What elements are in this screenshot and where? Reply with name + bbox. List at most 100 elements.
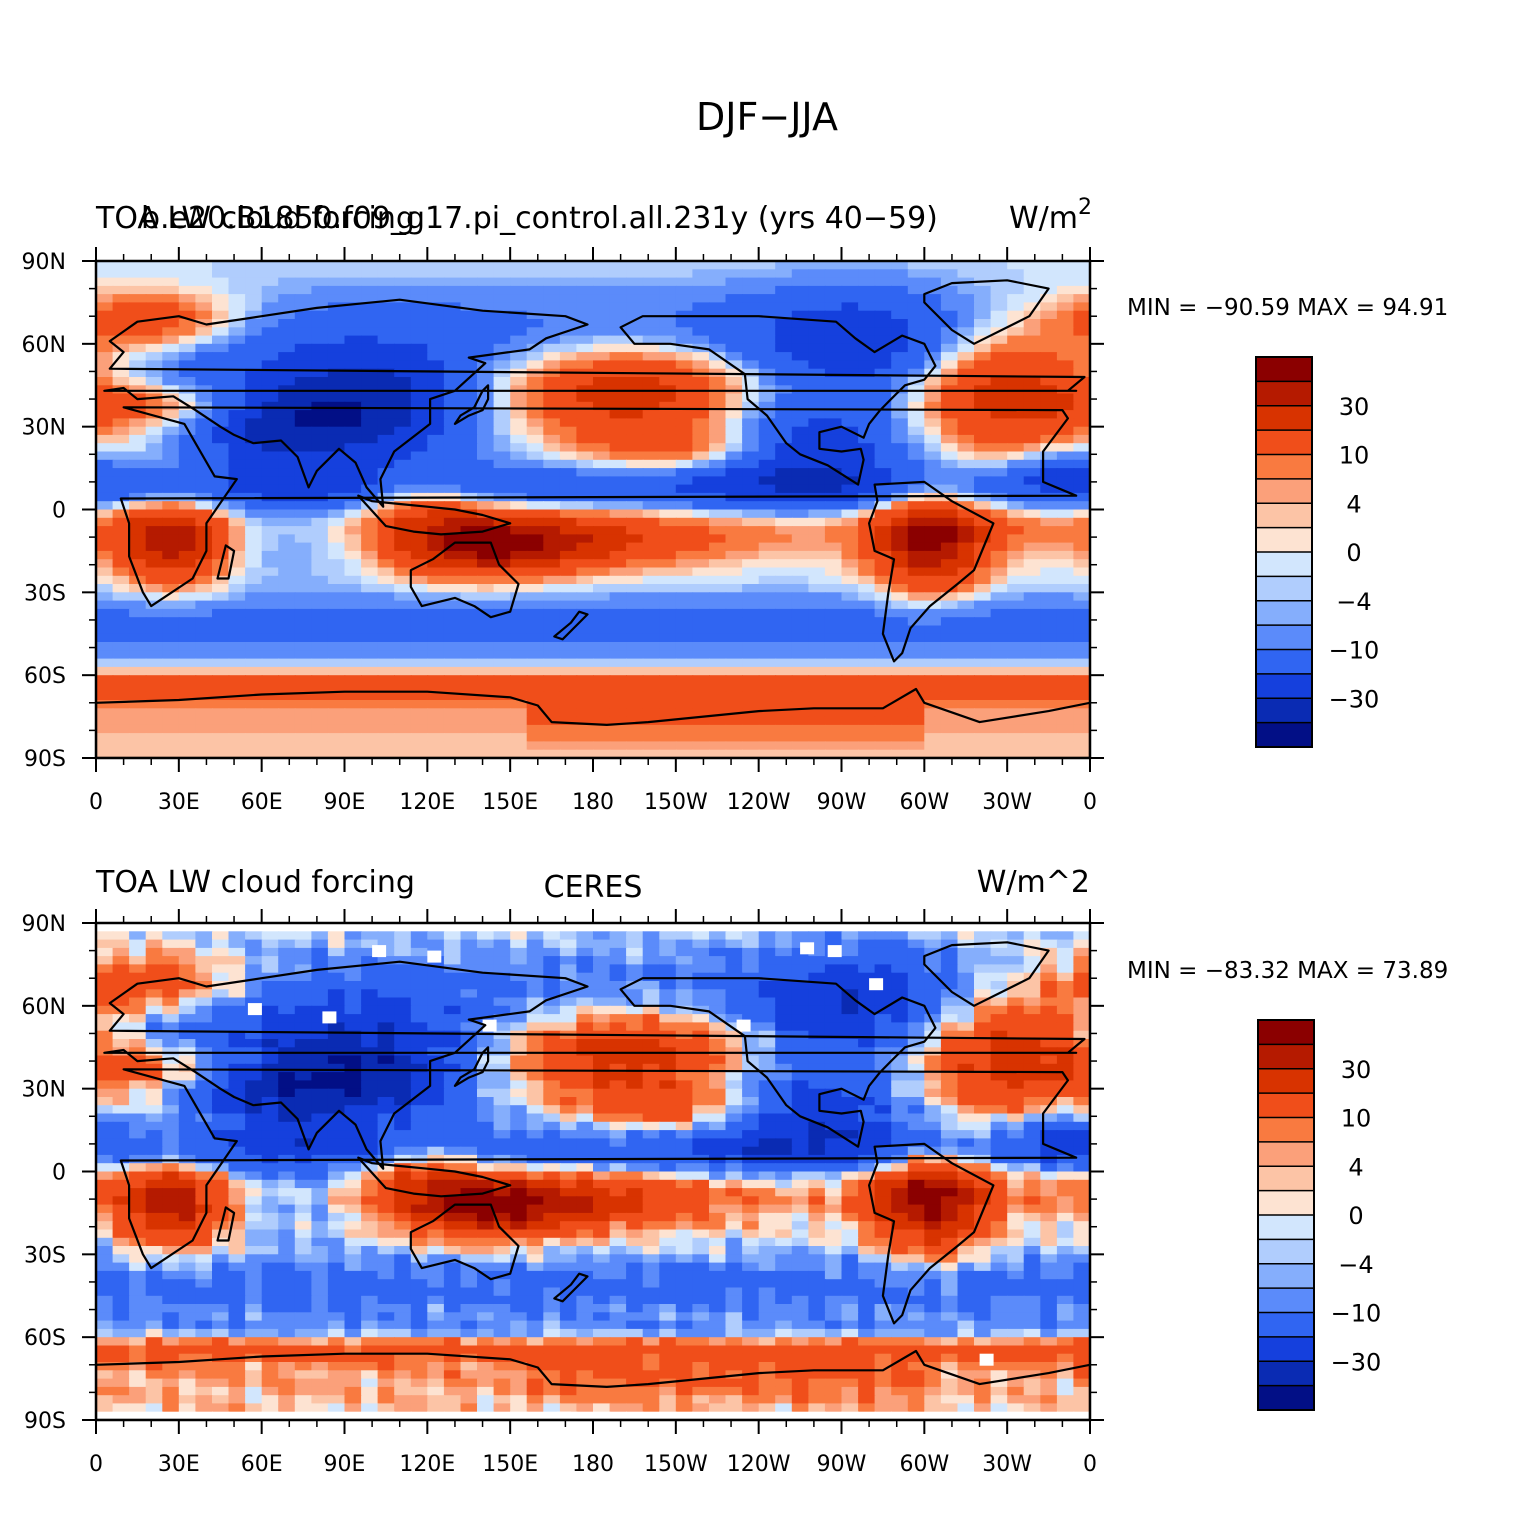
contour-cell	[377, 360, 395, 370]
contour-cell	[1007, 393, 1025, 403]
contour-cell	[841, 335, 859, 345]
contour-cell	[493, 931, 511, 941]
contour-cell	[112, 509, 130, 519]
contour-cell	[659, 443, 677, 453]
contour-cell	[145, 625, 164, 635]
contour-cell	[394, 550, 412, 560]
contour-cell	[775, 617, 793, 627]
contour-cell	[1007, 302, 1025, 312]
contour-cell	[1023, 302, 1042, 312]
contour-cell	[824, 526, 843, 536]
contour-cell	[228, 426, 246, 436]
contour-cell	[294, 377, 313, 387]
contour-cell	[907, 749, 926, 758]
contour-cell	[924, 567, 942, 577]
contour-cell	[195, 476, 213, 486]
contour-cell	[1007, 642, 1025, 652]
contour-cell	[791, 708, 810, 718]
contour-cell	[593, 550, 611, 560]
contour-cell	[642, 1055, 661, 1065]
contour-cell	[543, 633, 561, 643]
contour-cell	[725, 484, 743, 494]
contour-cell	[162, 1030, 180, 1040]
contour-cell	[129, 459, 147, 469]
contour-cell	[891, 675, 909, 685]
contour-cell	[642, 343, 661, 353]
contour-cell	[327, 1022, 346, 1032]
contour-cell	[1056, 542, 1075, 552]
contour-cell	[145, 1080, 164, 1090]
contour-cell	[725, 501, 743, 511]
contour-cell	[609, 567, 627, 577]
contour-cell	[344, 302, 362, 312]
contour-cell	[824, 658, 843, 668]
contour-cell	[924, 410, 942, 420]
contour-cell	[940, 666, 959, 676]
contour-cell	[344, 923, 362, 933]
contour-cell	[311, 476, 329, 486]
contour-cell	[940, 956, 959, 966]
contour-cell	[294, 650, 313, 660]
contour-cell	[294, 327, 313, 337]
contour-cell	[394, 484, 412, 494]
contour-cell	[394, 716, 412, 726]
contour-cell	[195, 642, 213, 652]
contour-cell	[957, 972, 975, 982]
contour-cell	[609, 947, 627, 957]
contour-cell	[510, 741, 528, 751]
contour-cell	[361, 410, 379, 420]
contour-cell	[344, 749, 362, 758]
contour-cell	[559, 310, 578, 320]
contour-cell	[427, 261, 445, 271]
contour-cell	[559, 625, 578, 635]
contour-cell	[924, 526, 942, 536]
contour-cell	[112, 683, 130, 693]
contour-cell	[477, 368, 495, 378]
contour-cell	[940, 509, 959, 519]
contour-cell	[808, 261, 826, 271]
contour-cell	[443, 1080, 462, 1090]
contour-cell	[593, 393, 611, 403]
contour-cell	[725, 343, 743, 353]
contour-cell	[675, 683, 694, 693]
contour-cell	[311, 642, 329, 652]
contour-cell	[758, 335, 777, 345]
contour-cell	[974, 700, 992, 710]
contour-cell	[990, 923, 1008, 933]
contour-cell	[1007, 741, 1025, 751]
contour-cell	[410, 1080, 429, 1090]
contour-cell	[129, 683, 147, 693]
contour-cell	[626, 658, 644, 668]
contour-cell	[758, 443, 777, 453]
contour-cell	[278, 451, 296, 461]
contour-cell	[808, 476, 826, 486]
contour-cell	[990, 559, 1008, 569]
contour-cell	[891, 567, 909, 577]
contour-cell	[675, 526, 694, 536]
contour-cell	[427, 526, 445, 536]
contour-cell	[477, 509, 495, 519]
contour-cell	[742, 749, 760, 758]
contour-cell	[311, 584, 329, 594]
contour-cell	[907, 608, 926, 618]
contour-cell	[824, 592, 843, 602]
contour-cell	[212, 1063, 230, 1073]
contour-cell	[195, 559, 213, 569]
contour-cell	[410, 393, 429, 403]
x-tick-label: 60E	[241, 790, 283, 815]
contour-cell	[427, 302, 445, 312]
contour-cell	[758, 550, 777, 560]
contour-cell	[145, 517, 164, 527]
contour-cell	[775, 947, 793, 957]
contour-cell	[493, 534, 511, 544]
contour-cell	[841, 550, 859, 560]
contour-cell	[576, 517, 594, 527]
contour-cell	[775, 708, 793, 718]
contour-cell	[294, 368, 313, 378]
contour-cell	[593, 989, 611, 999]
contour-cell	[278, 401, 296, 411]
contour-cell	[891, 617, 909, 627]
contour-cell	[642, 294, 661, 304]
contour-cell	[858, 277, 876, 287]
contour-cell	[907, 261, 926, 271]
